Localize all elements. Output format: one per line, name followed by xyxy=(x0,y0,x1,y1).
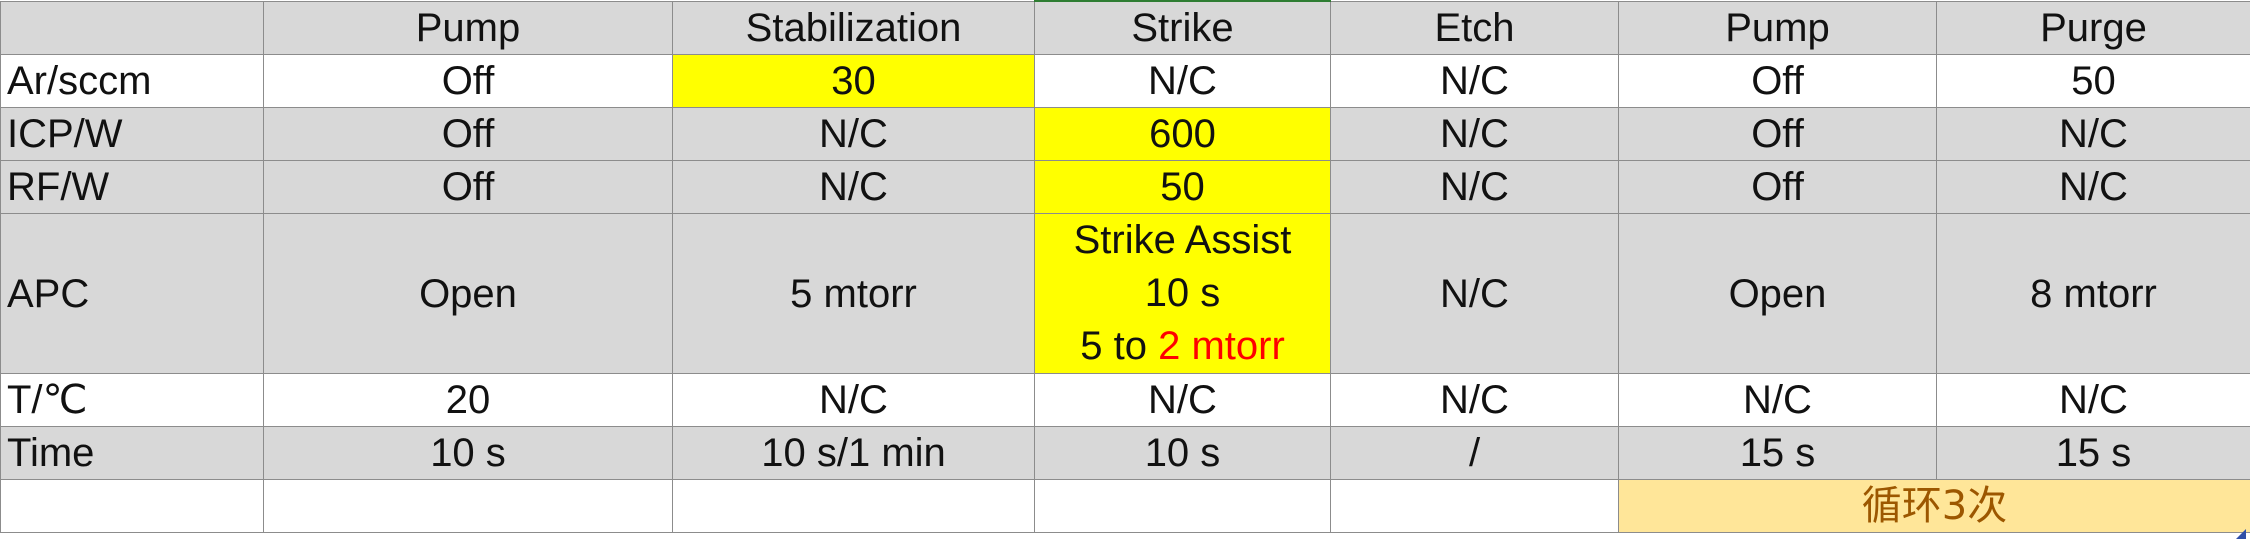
table-cell-highlighted[interactable]: 30 xyxy=(672,54,1035,108)
table-cell[interactable]: Off xyxy=(263,160,673,214)
header-cell-purge[interactable]: Purge xyxy=(1936,0,2250,55)
table-cell-empty[interactable] xyxy=(1330,479,1619,533)
table-cell[interactable]: N/C xyxy=(1936,160,2250,214)
table-cell[interactable]: 5 mtorr xyxy=(672,213,1035,374)
table-cell[interactable]: N/C xyxy=(1034,54,1331,108)
table-cell[interactable]: N/C xyxy=(672,373,1035,427)
table-cell[interactable]: N/C xyxy=(1936,373,2250,427)
pressure-from: 5 to xyxy=(1080,324,1159,368)
table-cell[interactable]: Off xyxy=(263,107,673,161)
table-cell[interactable]: N/C xyxy=(1330,54,1619,108)
table-cell[interactable]: Off xyxy=(1618,54,1937,108)
table-row-time: Time 10 s 10 s/1 min 10 s / 15 s 15 s xyxy=(0,426,2250,480)
table-cell[interactable]: 15 s xyxy=(1618,426,1937,480)
table-cell[interactable]: Open xyxy=(1618,213,1937,374)
table-row-ar: Ar/sccm Off 30 N/C N/C Off 50 xyxy=(0,54,2250,108)
header-cell-empty[interactable] xyxy=(0,0,264,55)
table-cell[interactable]: 10 s/1 min xyxy=(672,426,1035,480)
table-cell[interactable]: N/C xyxy=(1936,107,2250,161)
table-cell-empty[interactable] xyxy=(1034,479,1331,533)
table-cell-empty[interactable] xyxy=(672,479,1035,533)
table-cell[interactable]: Off xyxy=(263,54,673,108)
table-cell[interactable]: / xyxy=(1330,426,1619,480)
header-cell-pump-2[interactable]: Pump xyxy=(1618,0,1937,55)
table-cell[interactable]: 10 s xyxy=(263,426,673,480)
table-cell-highlighted[interactable]: 600 xyxy=(1034,107,1331,161)
strike-assist-pressure: 5 to 2 mtorr xyxy=(1036,320,1330,373)
table-cell[interactable]: Open xyxy=(263,213,673,374)
table-cell[interactable]: 8 mtorr xyxy=(1936,213,2250,374)
table-cell-strike-assist[interactable]: Strike Assist 10 s 5 to 2 mtorr xyxy=(1034,213,1331,374)
pressure-to: 2 mtorr xyxy=(1158,324,1285,368)
header-row: Pump Stabilization Strike Etch Pump Purg… xyxy=(0,0,2250,55)
row-label[interactable]: T/℃ xyxy=(0,373,264,427)
table-row-apc: APC Open 5 mtorr Strike Assist 10 s 5 to… xyxy=(0,213,2250,374)
table-row-loop: 循环3次 xyxy=(0,479,2250,533)
table-row-temperature: T/℃ 20 N/C N/C N/C N/C N/C xyxy=(0,373,2250,427)
strike-assist-label: Strike Assist xyxy=(1073,218,1292,262)
strike-assist-duration: 10 s xyxy=(1144,271,1221,315)
table-cell[interactable]: N/C xyxy=(672,107,1035,161)
row-label[interactable]: ICP/W xyxy=(0,107,264,161)
table-cell[interactable]: 20 xyxy=(263,373,673,427)
table-cell[interactable]: N/C xyxy=(1330,107,1619,161)
header-cell-strike[interactable]: Strike xyxy=(1034,0,1331,55)
table-cell-empty[interactable] xyxy=(263,479,673,533)
header-cell-pump[interactable]: Pump xyxy=(263,0,673,55)
table-cell[interactable]: N/C xyxy=(1330,160,1619,214)
header-cell-etch[interactable]: Etch xyxy=(1330,0,1619,55)
fill-handle-icon[interactable] xyxy=(2236,529,2246,539)
table-cell[interactable]: 50 xyxy=(1936,54,2250,108)
table-row-icp: ICP/W Off N/C 600 N/C Off N/C xyxy=(0,107,2250,161)
row-label[interactable]: RF/W xyxy=(0,160,264,214)
table-cell[interactable]: Off xyxy=(1618,107,1937,161)
table-cell[interactable]: 10 s xyxy=(1034,426,1331,480)
header-cell-stabilization[interactable]: Stabilization xyxy=(672,0,1035,55)
loop-count-cell[interactable]: 循环3次 xyxy=(1618,479,2250,533)
table-cell[interactable]: N/C xyxy=(1330,213,1619,374)
row-label[interactable]: APC xyxy=(0,213,264,374)
table-cell[interactable]: 15 s xyxy=(1936,426,2250,480)
table-cell[interactable]: N/C xyxy=(1034,373,1331,427)
row-label[interactable]: Time xyxy=(0,426,264,480)
table-cell[interactable]: N/C xyxy=(672,160,1035,214)
table-cell[interactable]: N/C xyxy=(1618,373,1937,427)
table-cell[interactable]: N/C xyxy=(1330,373,1619,427)
table-cell-highlighted[interactable]: 50 xyxy=(1034,160,1331,214)
table-cell-empty[interactable] xyxy=(0,479,264,533)
table-cell[interactable]: Off xyxy=(1618,160,1937,214)
table-row-rf: RF/W Off N/C 50 N/C Off N/C xyxy=(0,160,2250,214)
row-label[interactable]: Ar/sccm xyxy=(0,54,264,108)
